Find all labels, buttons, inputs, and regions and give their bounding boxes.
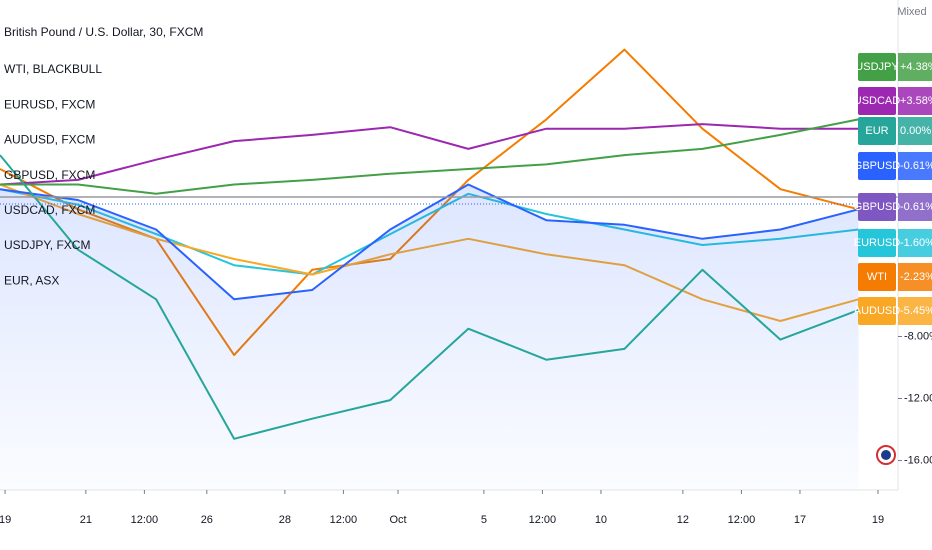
scale-label-value: +4.38% (900, 61, 932, 73)
scale-label-name: EURUSD (854, 237, 901, 249)
scale-label-value: -2.23% (900, 271, 932, 283)
x-tick-label: 19 (0, 514, 11, 526)
series-line (0, 154, 859, 440)
plot-area (0, 48, 859, 490)
scale-label-value: 0.00% (900, 125, 931, 137)
x-tick-label: 21 (80, 514, 92, 526)
scale-label-name-box (858, 263, 896, 291)
legend-entry[interactable]: EUR, ASX (4, 273, 59, 287)
x-tick-label: 12:00 (330, 514, 358, 526)
y-tick-label: -12.00% (904, 392, 932, 404)
x-tick-label: Oct (389, 514, 406, 526)
scale-label-value: -1.60% (900, 237, 932, 249)
scale-label-value: -0.61% (900, 201, 932, 213)
scale-label-value: +3.58% (900, 95, 932, 107)
scale-label-box (898, 193, 932, 221)
x-tick-label: 19 (872, 514, 884, 526)
legend-entry[interactable]: USDCAD, FXCM (4, 203, 95, 217)
y-tick-label: -16.00% (904, 454, 932, 466)
scale-label-name-box (858, 87, 896, 115)
scale-label-box (898, 117, 932, 145)
x-tick-label: 5 (481, 514, 487, 526)
legend-entry[interactable]: WTI, BLACKBULL (4, 62, 102, 76)
x-tick-label: 26 (201, 514, 213, 526)
scale-mode[interactable]: Mixed (897, 6, 926, 18)
legend-entry[interactable]: GBPUSD, FXCM (4, 168, 95, 182)
x-tick-label: 10 (595, 514, 607, 526)
scale-label-name-box (858, 53, 896, 81)
series-area (0, 184, 859, 490)
x-tick-label: 12:00 (529, 514, 557, 526)
legend-entry[interactable]: AUDUSD, FXCM (4, 133, 95, 147)
x-tick-label: 12:00 (728, 514, 756, 526)
scale-label-box (898, 229, 932, 257)
y-tick-label: -8.00% (904, 330, 932, 342)
legend-entry[interactable]: EURUSD, FXCM (4, 97, 95, 111)
series-line (0, 118, 859, 195)
scale-label-box (898, 297, 932, 325)
scale-label-name: EUR (865, 125, 888, 137)
scale-label-name: WTI (867, 271, 887, 283)
scale-label-name-box (858, 229, 896, 257)
scale-label-name: USDCAD (854, 95, 901, 107)
x-tick-label: 12 (677, 514, 689, 526)
chart-title: British Pound / U.S. Dollar, 30, FXCM (4, 25, 203, 39)
scale-label-box (898, 87, 932, 115)
scale-label-name: GBPUSD (854, 201, 901, 213)
scale-label-box (898, 152, 932, 180)
series-line (0, 183, 859, 301)
scale-label-name-box (858, 297, 896, 325)
scale-label-name-box (858, 152, 896, 180)
scale-label-name-box (858, 117, 896, 145)
scale-label-name: AUDUSD (854, 305, 901, 317)
scale-label-value: -0.61% (900, 160, 932, 172)
x-tick-label: 28 (279, 514, 291, 526)
series-line (0, 123, 859, 186)
scale-label-value: -5.45% (900, 305, 932, 317)
flag-icon (876, 445, 896, 465)
legend-entry[interactable]: USDJPY, FXCM (4, 238, 90, 252)
scale-label-box (898, 263, 932, 291)
scale-label-name-box (858, 193, 896, 221)
scale-label-name: USDJPY (855, 61, 899, 73)
scale-label-name: GBPUSD (854, 160, 901, 172)
x-tick-label: 12:00 (131, 514, 159, 526)
x-tick-label: 17 (794, 514, 806, 526)
scale-label-box (898, 53, 932, 81)
